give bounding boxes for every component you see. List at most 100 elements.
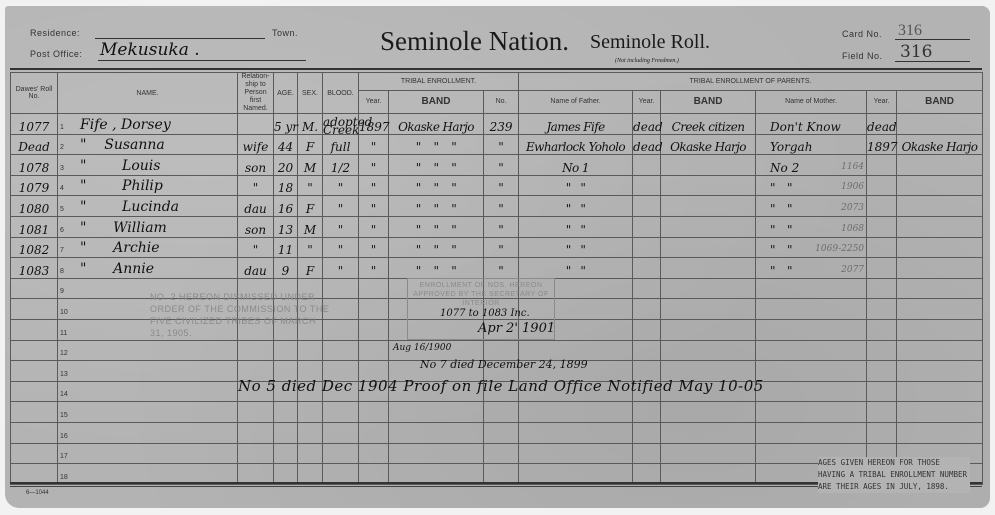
table-bottom-rule [10,482,982,487]
father-band-cell [660,318,757,341]
year-cell: " [358,257,389,279]
mother-name-cell [755,380,868,403]
band-cell: " " " [388,133,484,156]
member-name: " Archie [80,240,160,257]
table-row: 1077 1 Fife , Dorsey 5 yr M. adopted Creek 189… [10,113,984,137]
blood-cell: adopted Creek [322,113,373,137]
mother-year-cell [866,195,898,217]
enrollment-stamp: Enrollment of Nos. hereon approved by th… [407,278,555,340]
mother-band-cell [896,195,984,217]
sex-cell: M [297,154,323,176]
father-name-cell: Ewharlock Yoholo [518,133,634,156]
year-cell [358,277,389,300]
name-cell: 5 " Lucinda [57,195,238,217]
year-cell: " [358,133,389,156]
blood-cell: full [322,133,359,156]
age-cell [273,421,298,444]
father-band-cell [660,339,757,362]
mother-year-cell [866,401,898,423]
relationship-cell: " [237,174,274,197]
father-name-cell: " " [518,215,634,238]
card-no-value: 316 [898,22,922,39]
year-cell: " [358,236,389,259]
year-cell [358,339,389,362]
mother-band-cell [896,236,984,259]
dawes-roll-no [10,298,58,320]
dawes-roll-no [10,339,58,362]
mother-band-cell [896,339,984,362]
no-cell: " [482,257,520,279]
name-cell: 16 [57,421,238,444]
mother-name: Don't Know [770,119,841,134]
field-no-value: 316 [900,42,933,62]
row-number: 2 [60,144,64,152]
father-name-cell: No 1 [518,154,634,176]
band-cell: " " " [388,215,484,238]
dawes-roll-no: 1077 [10,113,58,135]
mother-name: " " [770,222,793,237]
dawes-roll-no [10,277,58,300]
relationship-cell [237,113,274,135]
father-year-cell [632,215,662,238]
sex-cell [297,339,323,362]
residence-label: Residence: [30,28,81,38]
table-row: 14 [10,380,984,403]
mother-band-cell [896,215,984,238]
dawes-roll-no [10,380,58,403]
col-blood: BLOOD. [322,72,359,114]
name-cell: 13 [57,360,238,382]
roll-subtitle: (Not including Freedmen.) [615,58,679,64]
col-mother-band: BAND [896,89,984,115]
name-cell: 17 [57,442,238,465]
blood-cell: " [322,236,359,259]
table-row: 16 [10,421,984,444]
band-cell: Okaske Harjo [388,113,484,135]
father-band-cell [660,298,757,320]
mother-name-cell: " " 1068 [755,215,868,238]
sex-cell [297,401,323,423]
dawes-roll-no: 1080 [10,195,58,217]
father-name-cell [518,401,634,423]
father-band-cell [660,257,757,279]
father-name-cell: James Fife [518,113,634,135]
mother-name-cell: Don't Know [755,113,868,135]
col-mother-year: Year. [866,89,898,115]
note-enrollment-nos: 1077 to 1083 Inc. [440,308,530,319]
page-title: Seminole Nation. [380,26,569,56]
sex-cell: " [297,236,323,259]
blood-cell: " [322,215,359,238]
year-cell: " [358,174,389,197]
table-row: 12 [10,339,984,362]
col-no: No. [482,89,520,115]
age-cell [273,339,298,362]
mother-year-cell [866,318,898,341]
name-cell: 2 " Susanna [57,133,238,156]
blood-cell [322,401,359,423]
relationship-cell: son [237,215,274,238]
mother-name-cell: Yorgah [755,133,868,156]
blood-cell: " [322,257,359,279]
blood-cell: " [322,174,359,197]
dawes-roll-no [10,360,58,382]
table-row: 17 [10,442,984,465]
no-cell [482,401,520,423]
name-cell: 3 " Louis [57,154,238,176]
mother-year-cell [866,380,898,403]
sex-cell: F [297,257,323,279]
row-number: 15 [60,411,68,419]
mother-band-cell [896,401,984,423]
dawes-roll-no [10,421,58,444]
row-number: 3 [60,164,64,172]
row-number: 17 [60,453,68,461]
col-mother: Name of Mother. [755,89,868,115]
father-band-cell [660,215,757,238]
table-row: 1082 7 " Archie " 11 " " " " " " " " " " " 1069-2250 [10,236,984,259]
father-year-cell [632,174,662,197]
dawes-roll-no: Dead [10,133,58,156]
year-cell [358,318,389,341]
age-cell: 9 [273,257,298,279]
year-cell: " [358,195,389,217]
dawes-roll-no: 1081 [10,215,58,238]
age-cell: 11 [273,236,298,259]
mother-name-cell [755,318,868,341]
